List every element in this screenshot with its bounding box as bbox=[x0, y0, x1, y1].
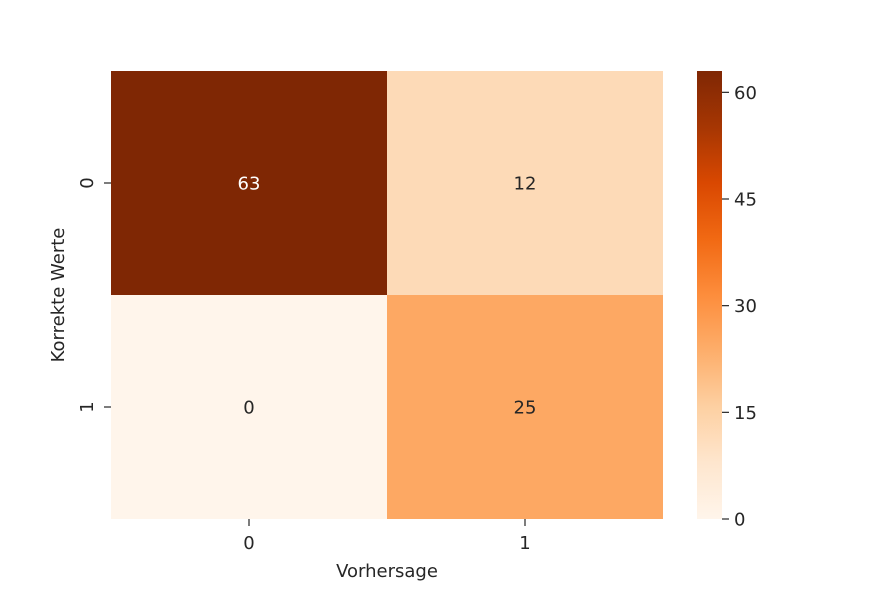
colorbar-tick-label: 60 bbox=[734, 83, 757, 104]
heatmap-cell bbox=[387, 71, 663, 295]
cell-annotation: 63 bbox=[238, 174, 261, 195]
y-tick-label: 1 bbox=[77, 401, 98, 412]
colorbar-tick-label: 15 bbox=[734, 403, 757, 424]
y-tick-label: 0 bbox=[77, 177, 98, 188]
colorbar bbox=[697, 71, 722, 519]
heatmap-cell bbox=[111, 295, 387, 519]
heatmap-cell bbox=[111, 71, 387, 295]
y-axis: 01 bbox=[77, 177, 111, 413]
cell-annotation: 25 bbox=[514, 398, 537, 419]
x-axis-label: Vorhersage bbox=[336, 561, 438, 582]
cell-annotation: 12 bbox=[514, 174, 537, 195]
heatmap-cells bbox=[111, 71, 663, 519]
cell-annotations: 63 12 0 25 bbox=[238, 174, 537, 419]
x-tick-label: 0 bbox=[243, 533, 254, 554]
x-tick-label: 1 bbox=[519, 533, 530, 554]
colorbar-tick-label: 0 bbox=[734, 510, 745, 531]
cell-annotation: 0 bbox=[243, 398, 254, 419]
colorbar-tick-label: 30 bbox=[734, 296, 757, 317]
colorbar-ticks: 0 15 30 45 60 bbox=[722, 83, 757, 531]
y-axis-label: Korrekte Werte bbox=[48, 228, 69, 363]
heatmap-cell bbox=[387, 295, 663, 519]
colorbar-tick-label: 45 bbox=[734, 190, 757, 211]
